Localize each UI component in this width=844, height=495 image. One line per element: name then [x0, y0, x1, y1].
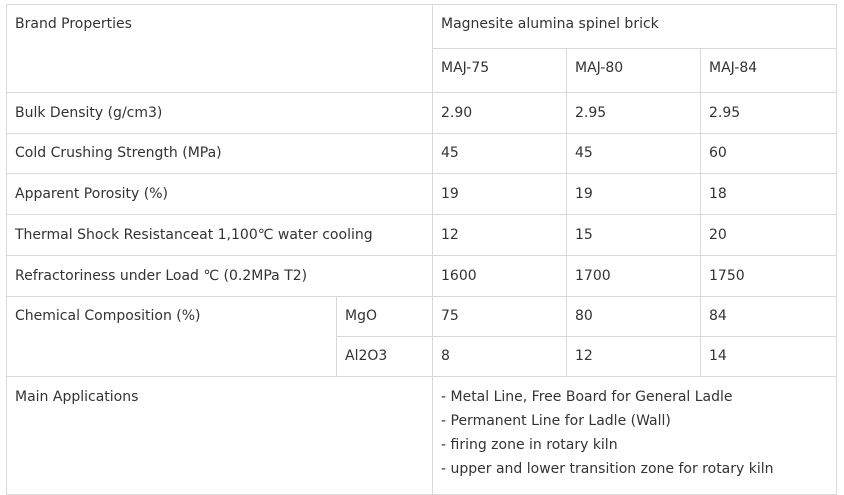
value-cell: 60	[700, 133, 837, 174]
value-cell: 84	[700, 296, 837, 337]
main-applications-label: Main Applications	[6, 376, 433, 495]
applications-list: - Metal Line, Free Board for General Lad…	[441, 385, 836, 481]
property-label: Apparent Porosity (%)	[6, 173, 433, 215]
table-row: Apparent Porosity (%) 19 19 18	[6, 173, 837, 215]
property-label: Thermal Shock Resistanceat 1,100℃ water …	[6, 214, 433, 256]
brand-properties-header: Brand Properties	[6, 4, 433, 93]
value-cell: 18	[700, 173, 837, 215]
component-label-al2o3: Al2O3	[336, 336, 433, 377]
applications-list-cell: - Metal Line, Free Board for General Lad…	[432, 376, 837, 495]
value-cell: 45	[432, 133, 567, 174]
value-cell: 2.90	[432, 92, 567, 134]
value-cell: 2.95	[700, 92, 837, 134]
value-cell: 80	[566, 296, 701, 337]
value-cell: 1700	[566, 255, 701, 297]
value-cell: 2.95	[566, 92, 701, 134]
table-row: Refractoriness under Load ℃ (0.2MPa T2) …	[6, 255, 837, 297]
value-cell: 19	[566, 173, 701, 215]
property-label: Bulk Density (g/cm3)	[6, 92, 433, 134]
table-row-applications: Main Applications - Metal Line, Free Boa…	[6, 376, 837, 495]
chemical-composition-label: Chemical Composition (%)	[6, 296, 337, 377]
value-cell: 15	[566, 214, 701, 256]
value-cell: 20	[700, 214, 837, 256]
value-cell: 19	[432, 173, 567, 215]
value-cell: 14	[700, 336, 837, 377]
value-cell: 75	[432, 296, 567, 337]
table-row: Bulk Density (g/cm3) 2.90 2.95 2.95	[6, 92, 837, 134]
grade-header-maj-80: MAJ-80	[566, 48, 701, 93]
value-cell: 12	[566, 336, 701, 377]
list-item: - firing zone in rotary kiln	[441, 437, 618, 453]
list-item: - Metal Line, Free Board for General Lad…	[441, 389, 733, 405]
property-label: Refractoriness under Load ℃ (0.2MPa T2)	[6, 255, 433, 297]
value-cell: 1750	[700, 255, 837, 297]
value-cell: 12	[432, 214, 567, 256]
list-item: - Permanent Line for Ladle (Wall)	[441, 413, 671, 429]
product-name-header: Magnesite alumina spinel brick	[432, 4, 837, 49]
table-row-al2o3: Al2O3 8 12 14	[7, 336, 837, 377]
grade-header-maj-75: MAJ-75	[432, 48, 567, 93]
header-row-product: Brand Properties Magnesite alumina spine…	[6, 4, 837, 93]
value-cell: 45	[566, 133, 701, 174]
header-row-grades: MAJ-75 MAJ-80 MAJ-84	[7, 48, 837, 93]
table-row: Cold Crushing Strength (MPa) 45 45 60	[6, 133, 837, 174]
properties-table: Brand Properties Magnesite alumina spine…	[6, 4, 837, 495]
component-label-mgo: MgO	[336, 296, 433, 337]
property-label: Cold Crushing Strength (MPa)	[6, 133, 433, 174]
grade-header-maj-84: MAJ-84	[700, 48, 837, 93]
table-row: Thermal Shock Resistanceat 1,100℃ water …	[6, 214, 837, 256]
table-row-mgo: Chemical Composition (%) MgO 75 80 84	[6, 296, 837, 377]
list-item: - upper and lower transition zone for ro…	[441, 461, 774, 477]
value-cell: 1600	[432, 255, 567, 297]
value-cell: 8	[432, 336, 567, 377]
